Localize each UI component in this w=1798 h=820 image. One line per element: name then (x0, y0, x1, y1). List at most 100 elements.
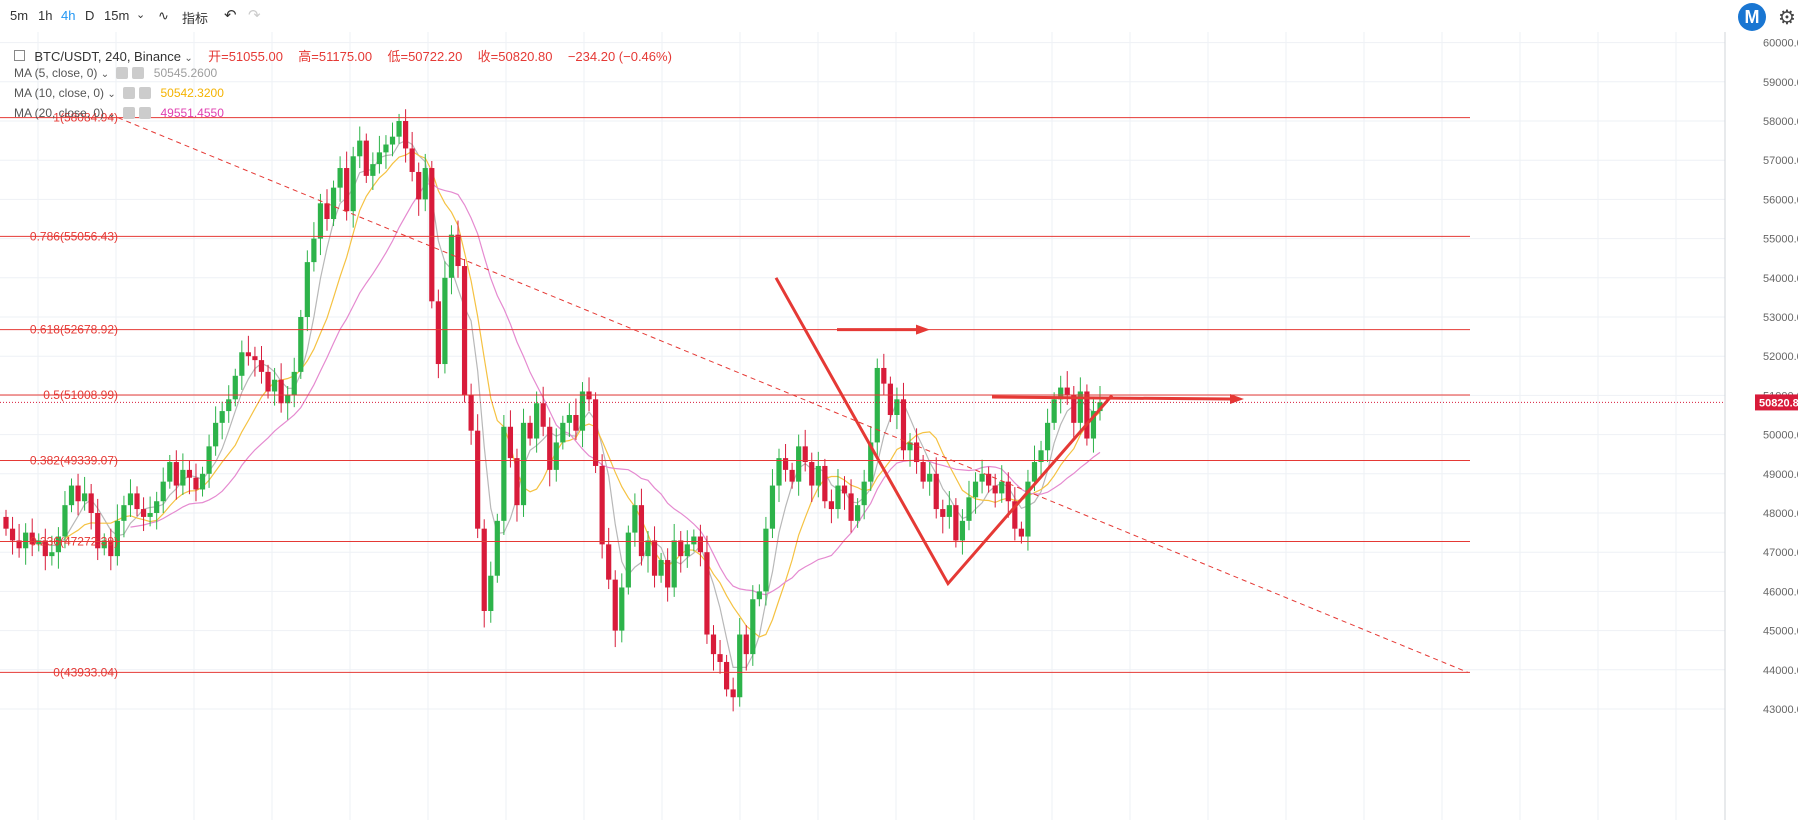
y-tick-label: 48000.0 (1763, 508, 1798, 520)
interval-1h[interactable]: 1h (38, 8, 53, 23)
candle-body (494, 520, 500, 576)
ma5-label[interactable]: MA (5, close, 0) (14, 66, 98, 80)
y-tick-label: 55000.0 (1763, 234, 1798, 246)
close-icon[interactable] (139, 107, 152, 119)
candle-body (1025, 481, 1031, 537)
interval-d[interactable]: D (85, 8, 95, 23)
chevron-down-icon[interactable]: ⌄ (107, 109, 116, 120)
candle-body (344, 168, 350, 212)
candle-body (782, 458, 789, 470)
candle-body (573, 415, 579, 431)
y-tick-label: 47000.0 (1763, 547, 1798, 559)
candle-body (278, 379, 284, 404)
candle-body (213, 422, 219, 447)
candle-body (671, 540, 677, 588)
y-tick-label: 49000.0 (1763, 469, 1798, 481)
candle-body (678, 540, 684, 557)
candle-body (632, 505, 638, 533)
indicators-icon[interactable]: ∿ (158, 8, 169, 23)
candle-body (186, 469, 193, 478)
fib-level-label: 0.786(55056.43) (30, 229, 118, 243)
chevron-down-icon[interactable]: ⌄ (100, 69, 110, 80)
y-tick-label: 57000.0 (1763, 155, 1798, 167)
candle-body (324, 203, 330, 219)
fib-level-label: 0.236(47272.39) (30, 535, 118, 549)
candle-body (796, 446, 802, 482)
candle-body (946, 505, 952, 517)
settings-icon[interactable] (123, 87, 136, 99)
settings-icon[interactable] (116, 67, 129, 79)
gear-icon[interactable]: ⚙ (1778, 7, 1796, 29)
candle-body (304, 262, 310, 317)
candle-body (9, 528, 16, 541)
interval-5m[interactable]: 5m (10, 8, 29, 23)
ohlc-change: −234.20 (−0.46%) (567, 49, 672, 64)
settings-icon[interactable] (123, 107, 136, 119)
chevron-down-icon[interactable]: ⌄ (184, 53, 193, 64)
candle-body (887, 383, 893, 415)
candle-body (815, 465, 821, 486)
candle-body (704, 552, 710, 635)
ohlc-open: 开=51055.00 (208, 49, 283, 64)
close-icon[interactable] (132, 67, 145, 79)
candle-body (23, 532, 29, 549)
candle-body (455, 234, 461, 267)
candle-body (101, 540, 107, 549)
chevron-down-icon[interactable]: ⌄ (136, 9, 146, 21)
indicators-button[interactable]: 指标 (182, 11, 209, 26)
candle-body (822, 465, 828, 502)
redo-icon[interactable]: ↷ (248, 7, 261, 24)
candle-body (42, 540, 48, 557)
candle-body (959, 520, 966, 541)
ohlc-low: 低=50722.20 (387, 49, 463, 64)
candle-body (95, 513, 101, 549)
price-chart[interactable]: 60000.0 59000.0 58000.0 57000.0 56000.0 55000… (0, 32, 1798, 820)
candle-body (520, 422, 527, 506)
candle-body (389, 136, 396, 145)
interval-4h[interactable]: 4h (61, 8, 76, 23)
candle-body (743, 634, 749, 655)
candle-body (271, 379, 278, 392)
candle-body (409, 148, 415, 172)
symbol-label[interactable]: BTC/USDT, 240, Binance (34, 49, 182, 64)
candle-body (527, 422, 533, 439)
candle-body (363, 140, 369, 176)
y-tick-label: 59000.0 (1763, 77, 1798, 89)
ma10-label[interactable]: MA (10, close, 0) (14, 86, 105, 100)
ma20-line (130, 182, 1101, 596)
candle-body (913, 442, 920, 463)
interval-15m[interactable]: 15m (104, 8, 130, 23)
candle-body (481, 528, 487, 611)
ma20-label[interactable]: MA (20, close, 0) (14, 106, 105, 120)
candle-body (88, 493, 94, 513)
candle-body (861, 481, 867, 506)
candle-body (1090, 411, 1097, 439)
candle-body (619, 587, 625, 631)
candle-body (68, 485, 75, 506)
candle-body (147, 513, 153, 517)
candle-body (986, 473, 992, 486)
candle-body (160, 481, 166, 502)
logo-icon: M (1738, 3, 1766, 31)
candle-body (599, 465, 605, 545)
candle-body (514, 458, 520, 506)
collapse-icon[interactable] (14, 50, 25, 61)
trend-line (117, 117, 1469, 673)
close-icon[interactable] (139, 87, 152, 99)
chevron-down-icon[interactable]: ⌄ (107, 89, 116, 100)
candle-body (717, 654, 723, 662)
undo-icon[interactable]: ↶ (224, 7, 237, 24)
candle-body (29, 532, 35, 545)
candle-body (566, 415, 572, 423)
candle-body (900, 399, 907, 451)
candle-body (802, 446, 808, 463)
candle-body (311, 238, 317, 263)
ohlc-close: 收=50820.80 (477, 49, 553, 64)
last-price-label: 50820.8 (1759, 397, 1798, 409)
candle-body (350, 156, 356, 212)
candle-body (108, 540, 114, 557)
candle-body (1018, 528, 1024, 537)
candle-body (756, 591, 762, 600)
candle-body (966, 497, 972, 521)
candle-body (1038, 450, 1044, 463)
